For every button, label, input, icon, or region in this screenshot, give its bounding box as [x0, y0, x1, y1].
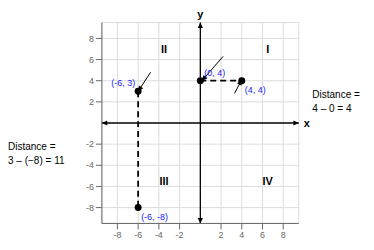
html-text:Distance =: Distance = [312, 89, 360, 100]
svg-text:-8: -8 [86, 203, 94, 213]
svg-text:-2: -2 [175, 230, 183, 240]
svg-text:6: 6 [260, 230, 265, 240]
svg-text:8: 8 [89, 34, 94, 44]
svg-text:-2: -2 [86, 139, 94, 149]
svg-text:-6: -6 [134, 230, 142, 240]
svg-text:(0, 4): (0, 4) [204, 68, 225, 78]
svg-text:IV: IV [262, 175, 273, 187]
svg-text:4: 4 [89, 76, 94, 86]
svg-text:2: 2 [89, 97, 94, 107]
svg-text:(-6, -8): (-6, -8) [141, 212, 168, 222]
svg-text:6: 6 [89, 55, 94, 65]
svg-text:III: III [159, 175, 168, 187]
svg-text:-8: -8 [113, 230, 121, 240]
svg-text:y: y [197, 8, 204, 20]
html-text:4 – 0 = 4: 4 – 0 = 4 [312, 103, 352, 114]
svg-text:(-6, 3): (-6, 3) [111, 78, 135, 88]
html-text:3 – (−8) = 11: 3 – (−8) = 11 [8, 155, 65, 166]
svg-text:II: II [161, 43, 167, 55]
svg-text:8: 8 [280, 230, 285, 240]
html-text:Distance =: Distance = [8, 141, 56, 152]
svg-text:(4, 4): (4, 4) [244, 85, 265, 95]
svg-text:x: x [303, 117, 309, 129]
svg-text:2: 2 [218, 230, 223, 240]
svg-text:-4: -4 [154, 230, 162, 240]
svg-text:I: I [266, 43, 269, 55]
svg-text:4: 4 [239, 230, 244, 240]
svg-text:-4: -4 [86, 160, 94, 170]
svg-text:-6: -6 [86, 182, 94, 192]
